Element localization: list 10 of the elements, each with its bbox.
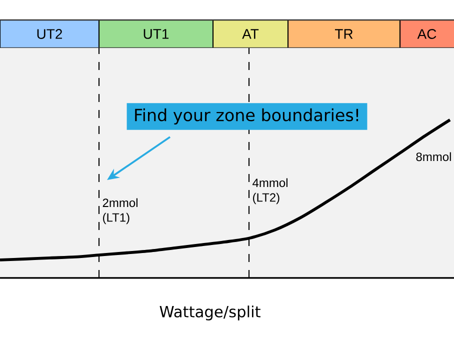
text: UT2	[37, 29, 62, 39]
annotation: 4mmol (LT2)	[252, 178, 288, 204]
annotation: 2mmol (LT1)	[102, 198, 138, 224]
annotation: Find your zone boundaries!	[135, 108, 358, 125]
text: AT	[242, 29, 259, 39]
text: TR	[334, 29, 353, 39]
x-axis-title: Wattage/split	[160, 306, 260, 320]
annotation: 8mmol	[416, 152, 451, 162]
text: UT1	[144, 29, 169, 39]
text: AC	[417, 29, 436, 39]
